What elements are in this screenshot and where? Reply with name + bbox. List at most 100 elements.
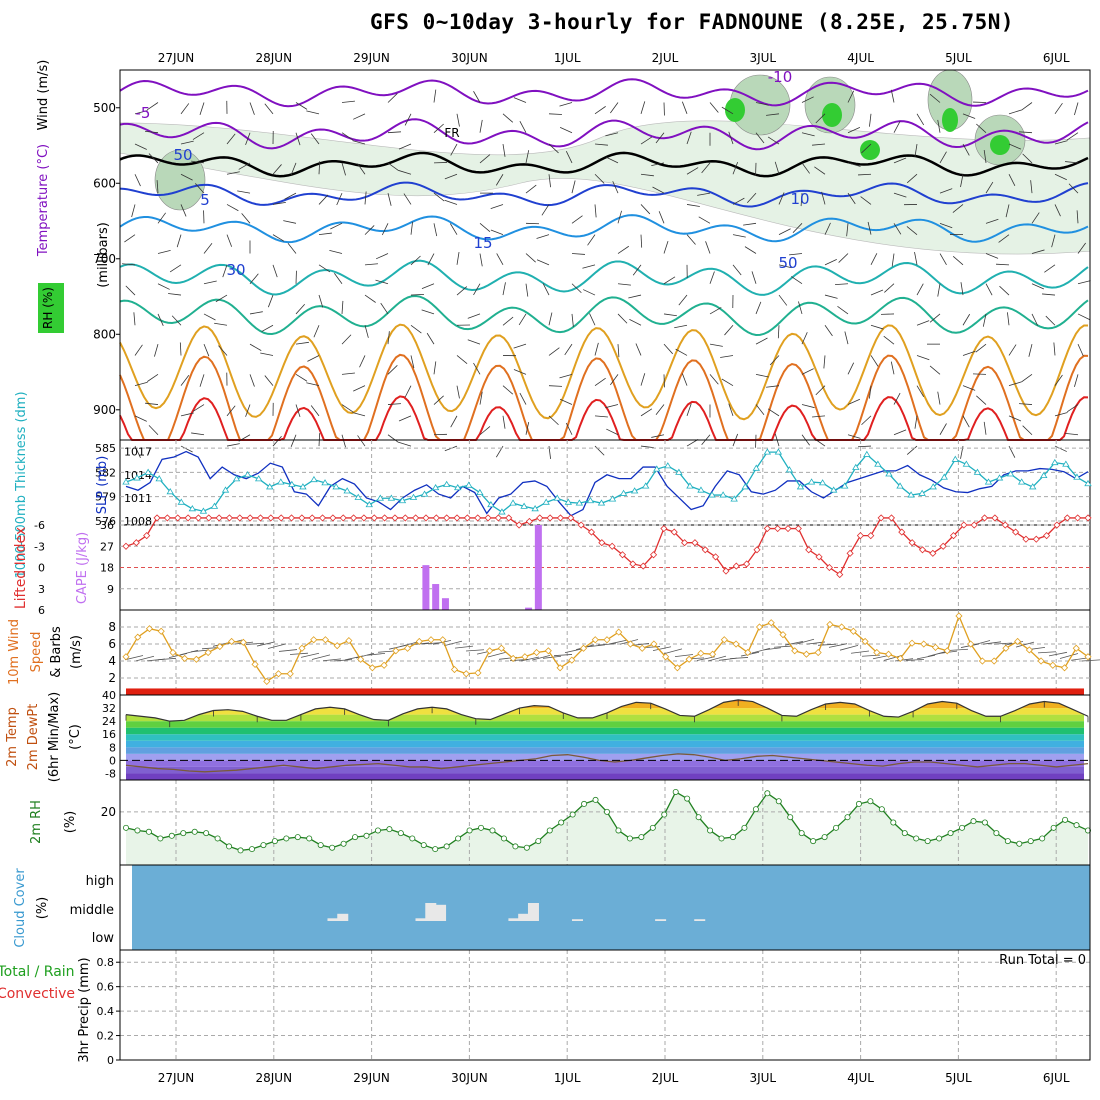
- wind-barb: [594, 173, 605, 184]
- wind-barb: [226, 405, 236, 417]
- wind-barb: [433, 89, 437, 103]
- wind-barb: [724, 324, 734, 336]
- wind-barb: [617, 283, 631, 286]
- x-tick-label-bottom: 5JUL: [945, 1071, 972, 1085]
- rh-series-point: [970, 818, 977, 825]
- x-tick-label-top: 3JUL: [749, 51, 776, 65]
- wind-barb: [256, 641, 276, 647]
- cape-bar: [441, 598, 449, 610]
- rh-series-point: [226, 843, 233, 850]
- lifted-index-series-point: [1063, 514, 1071, 522]
- lifted-index-series-point: [649, 551, 658, 559]
- lifted-index-series-point: [898, 528, 906, 536]
- wind-barb: [404, 385, 412, 398]
- wind-barb: [732, 264, 742, 276]
- wind-barb: [594, 342, 599, 356]
- wind-barb: [548, 385, 563, 387]
- lifted-index-series-point: [174, 514, 182, 522]
- wind-barb: [311, 654, 331, 660]
- lifted-index-series-point: [246, 514, 254, 522]
- thickness-series-point: [841, 482, 849, 489]
- wind-barb: [559, 102, 573, 107]
- wind-barb: [801, 404, 815, 409]
- wind-speed-series-point: [568, 656, 576, 664]
- wind-barb: [548, 143, 559, 154]
- wind-barb: [778, 192, 785, 205]
- wind-barb: [559, 398, 573, 405]
- cloud-level-label: low: [92, 931, 115, 946]
- y-tick-label: 6: [108, 637, 116, 651]
- wind-speed-series-point: [497, 644, 505, 652]
- cloud-bar: [571, 919, 583, 921]
- wind-barb: [157, 313, 164, 326]
- rh-series-point: [271, 838, 278, 845]
- wind-barb: [606, 156, 619, 164]
- cloud-bar: [508, 918, 520, 921]
- temp-contour-minus5: [119, 118, 1089, 151]
- thickness-series-point: [630, 487, 639, 494]
- wind-barb: [272, 202, 286, 205]
- wind-barb: [134, 344, 143, 356]
- wind-barb: [536, 234, 550, 239]
- wind-barb: [705, 241, 711, 254]
- wind-barb: [929, 365, 941, 375]
- wind-barb: [450, 143, 458, 156]
- temp-axis-label: (°C): [68, 724, 83, 750]
- wind-barb: [728, 403, 734, 416]
- wind-barb: [341, 334, 352, 345]
- thickness-series-point: [1051, 458, 1059, 466]
- wind-barb: [1042, 293, 1056, 296]
- wind-barb: [353, 385, 366, 392]
- y-tick-label: -6: [34, 519, 45, 532]
- wind-speed-series-point: [744, 648, 752, 657]
- lifted-index-series-point: [856, 532, 864, 540]
- rh-series-point: [535, 838, 542, 845]
- wind-speed-series-point: [685, 655, 693, 663]
- lifted-index-series-point: [153, 514, 161, 522]
- cape-bar: [432, 584, 440, 610]
- x-tick-label-top: 6JUL: [1043, 51, 1070, 65]
- rh-series-point: [615, 827, 622, 834]
- wind-barb: [380, 302, 389, 315]
- wind-barb: [387, 331, 390, 345]
- wind-barb: [891, 253, 895, 267]
- wind-barb: [548, 347, 560, 356]
- wind-speed-series-point: [650, 640, 658, 648]
- wind-barb: [1054, 173, 1067, 181]
- wind-barb: [860, 196, 872, 205]
- wind-barb: [939, 151, 947, 164]
- wind-barb: [640, 204, 651, 215]
- cloud-bar: [337, 913, 349, 921]
- wind-barb: [1044, 264, 1056, 273]
- wind-barb: [502, 385, 514, 395]
- wind-barb: [295, 404, 301, 418]
- wind-barb: [861, 143, 872, 154]
- x-tick-label-top: 1JUL: [554, 51, 581, 65]
- wind-barb: [467, 339, 481, 345]
- wind-barb: [249, 374, 255, 387]
- wind-barb: [180, 173, 193, 181]
- wind-barb: [594, 415, 608, 418]
- temp-contour-35: [119, 395, 1089, 441]
- wind-barb: [341, 434, 346, 448]
- wind-barb: [1019, 131, 1033, 134]
- wind-barb: [985, 218, 999, 224]
- lifted-index-series-point: [505, 514, 513, 522]
- wind-barb: [801, 96, 814, 103]
- rh-series-point: [123, 824, 130, 831]
- wind-barb: [681, 373, 688, 386]
- wind-barb: [721, 378, 734, 387]
- wind-barb: [134, 143, 147, 150]
- wind-barb: [999, 285, 1010, 296]
- wind-barb: [479, 426, 491, 436]
- wind-speed-series-point: [274, 670, 283, 678]
- wind-barb: [983, 149, 987, 163]
- lifted-index-series-point: [184, 514, 192, 522]
- wind-barb: [916, 654, 936, 660]
- wind-speed-series-point: [533, 648, 541, 657]
- rh-series-point: [775, 798, 782, 805]
- wind-barb: [490, 204, 504, 210]
- wind-barb: [640, 101, 646, 114]
- thickness-series-point: [1040, 471, 1048, 479]
- wind-barb: [651, 162, 665, 167]
